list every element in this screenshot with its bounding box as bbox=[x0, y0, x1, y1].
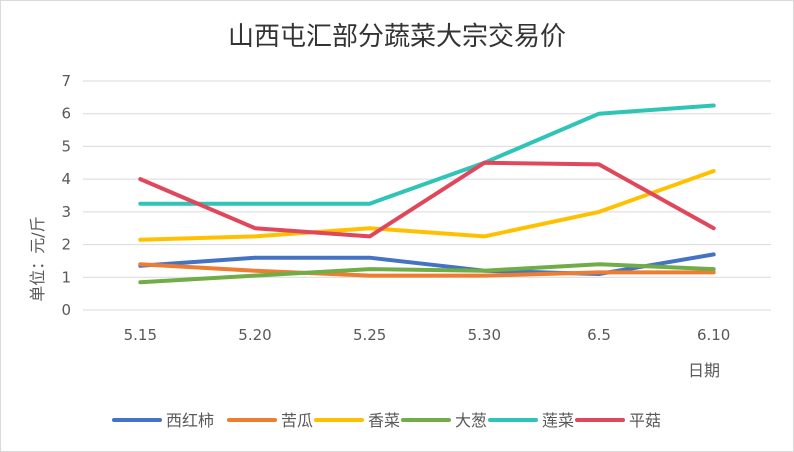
series-line-2 bbox=[138, 169, 716, 242]
y-tick-labels: 0 1 2 3 4 5 6 7 bbox=[61, 72, 71, 319]
legend-item: 平菇 bbox=[575, 411, 661, 430]
x-tick-label: 5.15 bbox=[124, 326, 157, 344]
x-tick-label: 6.5 bbox=[587, 326, 611, 344]
x-tick-labels: 5.15 5.20 5.25 5.30 6.5 6.10 bbox=[124, 326, 731, 344]
legend-label: 莲菜 bbox=[542, 411, 574, 430]
legend-label: 香菜 bbox=[368, 411, 400, 430]
legend-label: 西红柿 bbox=[166, 411, 214, 430]
y-tick-label: 3 bbox=[61, 203, 71, 221]
legend-label: 大葱 bbox=[455, 411, 487, 430]
legend: 西红柿 苦瓜 香菜 大葱 莲菜 平菇 bbox=[112, 411, 661, 430]
series-line-5 bbox=[138, 160, 716, 239]
series-line-3 bbox=[138, 262, 716, 285]
y-tick-label: 5 bbox=[61, 137, 71, 155]
y-axis-title: 单位：元/斤 bbox=[28, 216, 47, 301]
y-tick-label: 4 bbox=[61, 170, 71, 188]
x-tick-label: 5.25 bbox=[353, 326, 386, 344]
y-tick-label: 7 bbox=[61, 72, 71, 90]
series-lines bbox=[138, 103, 716, 285]
x-tick-label: 5.20 bbox=[238, 326, 271, 344]
legend-item: 香菜 bbox=[314, 411, 400, 430]
y-tick-label: 1 bbox=[61, 268, 71, 286]
y-tick-label: 0 bbox=[61, 301, 71, 319]
series-line-1 bbox=[138, 262, 716, 278]
legend-item: 苦瓜 bbox=[227, 411, 313, 430]
legend-item: 大葱 bbox=[401, 411, 487, 430]
x-axis-title: 日期 bbox=[688, 361, 720, 380]
series-line-4 bbox=[138, 103, 716, 206]
legend-label: 平菇 bbox=[629, 411, 661, 430]
legend-item: 西红柿 bbox=[112, 411, 214, 430]
y-tick-label: 6 bbox=[61, 105, 71, 123]
x-tick-label: 6.10 bbox=[697, 326, 730, 344]
x-tick-label: 5.30 bbox=[468, 326, 501, 344]
chart-title: 山西屯汇部分蔬菜大宗交易价 bbox=[228, 22, 566, 52]
y-tick-label: 2 bbox=[61, 236, 71, 254]
legend-item: 莲菜 bbox=[488, 411, 574, 430]
legend-label: 苦瓜 bbox=[281, 411, 313, 430]
